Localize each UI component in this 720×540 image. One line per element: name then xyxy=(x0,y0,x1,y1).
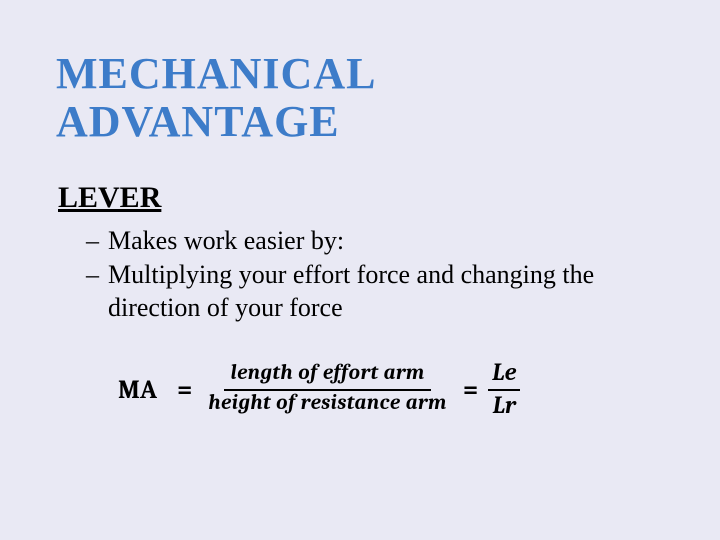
list-item: Multiplying your effort force and changi… xyxy=(86,259,670,324)
fraction-symbols: Le Lr xyxy=(488,358,520,422)
fraction-words: length of effort arm height of resistanc… xyxy=(202,361,452,419)
slide-subhead: LEVER xyxy=(58,181,670,215)
fraction-denominator: height of resistance arm xyxy=(202,391,452,419)
fraction-numerator: Le xyxy=(488,358,520,391)
slide: MECHANICAL ADVANTAGE LEVER Makes work ea… xyxy=(0,0,720,540)
bullet-list: Makes work easier by: Multiplying your e… xyxy=(86,225,670,325)
formula-lhs: MA xyxy=(118,375,157,405)
formula: MA = length of effort arm height of resi… xyxy=(118,358,670,422)
list-item: Makes work easier by: xyxy=(86,225,670,258)
fraction-denominator: Lr xyxy=(489,391,520,422)
equals-sign: = xyxy=(177,375,192,405)
fraction-numerator: length of effort arm xyxy=(224,361,430,391)
equals-sign: = xyxy=(463,375,478,405)
slide-title: MECHANICAL ADVANTAGE xyxy=(56,50,670,147)
